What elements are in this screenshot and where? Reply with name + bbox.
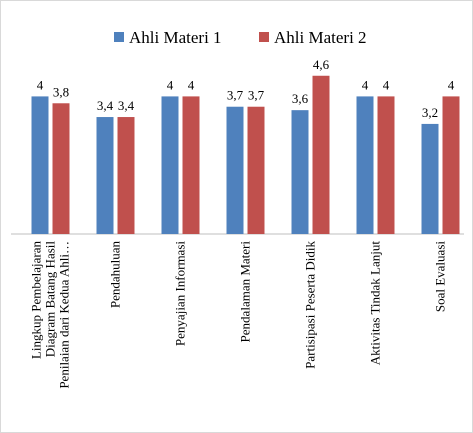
legend-label: Ahli Materi 1 [129, 28, 222, 47]
bar [52, 103, 70, 234]
bar [247, 106, 265, 234]
bar [96, 117, 114, 234]
bar [31, 96, 49, 235]
data-label: 4,6 [313, 57, 330, 72]
data-label: 3,2 [422, 105, 438, 120]
bar [226, 106, 244, 234]
data-label: 3,7 [227, 88, 244, 103]
bar [161, 96, 179, 235]
data-label: 4 [448, 77, 455, 92]
x-tick-label: Soal Evaluasi [432, 241, 448, 313]
data-label: 4 [188, 77, 195, 92]
data-label: 4 [362, 77, 369, 92]
data-label: 3,6 [292, 91, 309, 106]
data-label: 4 [37, 77, 44, 92]
legend-label: Ahli Materi 2 [274, 28, 367, 47]
x-tick-label: Aktivitas Tindak Lanjut [367, 241, 383, 366]
data-label: 3,8 [53, 84, 69, 99]
bar [442, 96, 460, 235]
data-label: 4 [167, 77, 174, 92]
bar [377, 96, 395, 235]
bar [421, 123, 439, 234]
x-tick-label: Partisipasi Peserta Didik [302, 241, 318, 369]
x-tick-label: Pendalaman Materi [237, 241, 253, 343]
bar [356, 96, 374, 235]
bar [291, 110, 309, 234]
data-label: 3,7 [248, 88, 265, 103]
legend-swatch [114, 32, 124, 42]
x-tick-label: Lingkup Pembelajaran Diagram Batang Hasi… [28, 241, 72, 389]
bar [117, 117, 135, 234]
data-label: 3,4 [97, 98, 114, 113]
bar [182, 96, 200, 235]
data-label: 3,4 [118, 98, 135, 113]
legend-swatch [259, 32, 269, 42]
bar [312, 75, 330, 234]
x-tick-label: Pendahuluan [107, 241, 123, 309]
data-label: 4 [383, 77, 390, 92]
x-tick-label: Penyajian Informasi [172, 241, 188, 347]
